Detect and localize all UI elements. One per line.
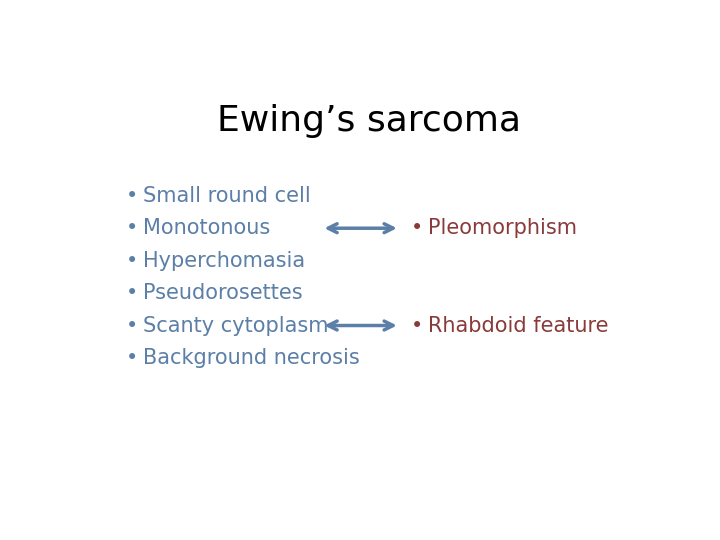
Text: •: •	[126, 348, 138, 368]
Text: Small round cell: Small round cell	[143, 186, 311, 206]
Text: •: •	[126, 218, 138, 238]
Text: Scanty cytoplasm: Scanty cytoplasm	[143, 315, 328, 335]
Text: Hyperchomasia: Hyperchomasia	[143, 251, 305, 271]
Text: •: •	[126, 283, 138, 303]
Text: •: •	[411, 218, 423, 238]
Text: Rhabdoid feature: Rhabdoid feature	[428, 315, 608, 335]
Text: •: •	[126, 251, 138, 271]
Text: Pleomorphism: Pleomorphism	[428, 218, 577, 238]
Text: Pseudorosettes: Pseudorosettes	[143, 283, 302, 303]
Text: •: •	[411, 315, 423, 335]
Text: •: •	[126, 186, 138, 206]
Text: Background necrosis: Background necrosis	[143, 348, 360, 368]
Text: Monotonous: Monotonous	[143, 218, 270, 238]
Text: Ewing’s sarcoma: Ewing’s sarcoma	[217, 104, 521, 138]
Text: •: •	[126, 315, 138, 335]
